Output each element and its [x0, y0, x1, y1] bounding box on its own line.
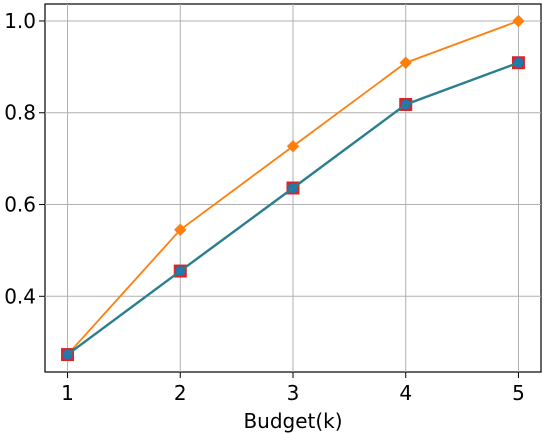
y-tick-label: 0.8: [4, 101, 36, 125]
x-tick-label: 5: [512, 381, 525, 405]
series-none: [66, 61, 519, 356]
data-point-diamond: [512, 14, 525, 28]
y-tick-label: 0.6: [4, 193, 36, 217]
data-point-diamond: [174, 223, 187, 236]
x-tick-label: 3: [287, 381, 300, 405]
y-tick-label: 0.4: [4, 284, 36, 308]
x-axis-label: Budget(k): [243, 409, 342, 433]
x-tick-label: 4: [399, 381, 412, 405]
data-point-circle: [513, 57, 524, 68]
tick-labels: 1 2 3 4 5 0.4 0.6 0.8 1.0: [4, 9, 525, 405]
tick-marks: [39, 20, 519, 378]
y-tick-label: 1.0: [4, 9, 36, 33]
data-point-diamond: [286, 140, 300, 153]
x-tick-label: 1: [61, 381, 74, 405]
series-layer: [61, 14, 525, 362]
x-tick-label: 2: [174, 381, 187, 405]
data-point-diamond: [399, 56, 412, 69]
series-line: [66, 61, 519, 356]
